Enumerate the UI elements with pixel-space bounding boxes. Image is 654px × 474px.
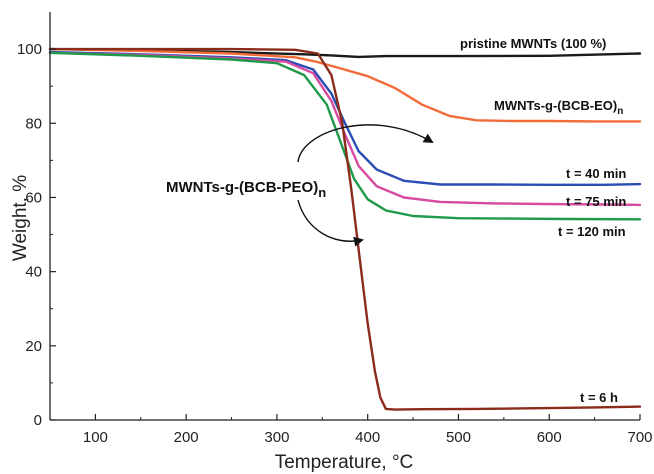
label-bcb-peo: MWNTs-g-(BCB-PEO)n xyxy=(166,179,326,200)
x-tick-label-700: 700 xyxy=(627,429,652,446)
label-bcb-eo-main: MWNTs-g-(BCB-EO) xyxy=(494,98,617,113)
x-tick-label-100: 100 xyxy=(83,429,108,446)
y-tick-label-100: 100 xyxy=(17,41,42,58)
label-40min: t = 40 min xyxy=(566,166,626,181)
label-bcb-eo: MWNTs-g-(BCB-EO)n xyxy=(494,98,623,117)
label-120min: t = 120 min xyxy=(558,224,626,239)
x-axis-title: Temperature, °C xyxy=(275,452,414,473)
series-line-4 xyxy=(48,51,642,221)
axes xyxy=(49,12,640,421)
x-tick-label-500: 500 xyxy=(446,429,471,446)
y-tick-label-60: 60 xyxy=(25,189,42,206)
arrow-up-icon xyxy=(297,124,434,163)
label-6h: t = 6 h xyxy=(580,390,618,405)
y-axis-title: Weight, % xyxy=(10,175,31,261)
y-tick-label-0: 0 xyxy=(34,412,42,429)
x-tick-label-600: 600 xyxy=(537,429,562,446)
label-pristine: pristine MWNTs (100 %) xyxy=(460,36,606,51)
series-line-1 xyxy=(48,47,642,123)
y-tick-label-20: 20 xyxy=(25,338,42,355)
arrow-down-icon xyxy=(297,199,364,247)
x-tick-label-200: 200 xyxy=(174,429,199,446)
series-line-5 xyxy=(48,47,642,411)
label-bcb-eo-sub: n xyxy=(617,106,623,117)
ticks: 100 200 300 400 500 600 700 0 20 40 60 80 100 xyxy=(17,41,653,446)
label-bcb-peo-main: MWNTs-g-(BCB-PEO) xyxy=(166,179,318,196)
label-bcb-peo-sub: n xyxy=(318,185,326,200)
series-line-3 xyxy=(48,51,642,207)
y-tick-label-40: 40 xyxy=(25,264,42,281)
x-tick-label-400: 400 xyxy=(355,429,380,446)
y-tick-label-80: 80 xyxy=(25,115,42,132)
x-tick-label-300: 300 xyxy=(264,429,289,446)
plot-lines xyxy=(48,47,642,411)
label-75min: t = 75 min xyxy=(566,194,626,209)
series-line-2 xyxy=(48,50,642,187)
